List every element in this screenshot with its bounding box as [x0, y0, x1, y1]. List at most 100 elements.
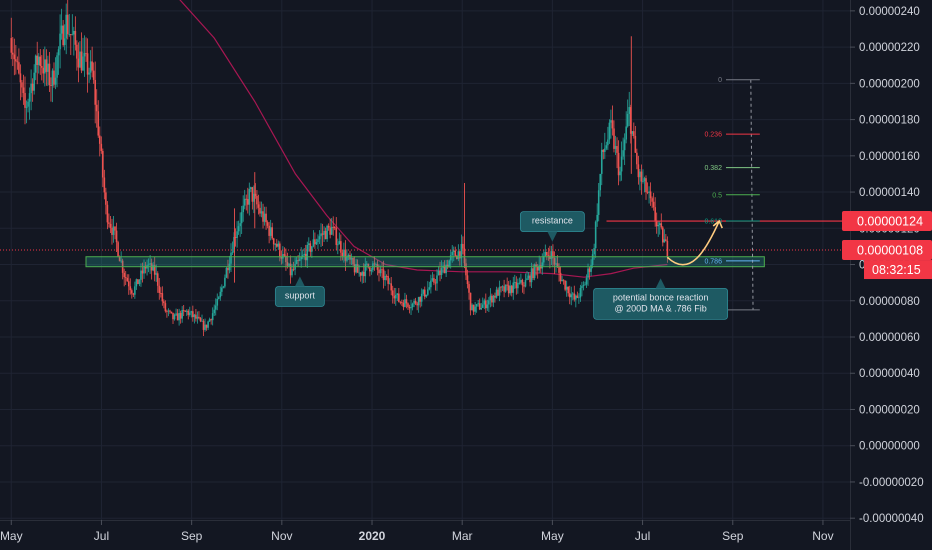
- time-axis[interactable]: May Jul Sep Nov 2020 Mar May Jul Sep Nov: [0, 520, 850, 550]
- countdown-badge: 08:32:15: [864, 260, 932, 280]
- candle-body: [53, 70, 55, 85]
- candle-body: [57, 49, 60, 56]
- candle-body: [254, 193, 257, 196]
- candle-body: [176, 313, 179, 321]
- candle-body: [401, 302, 403, 303]
- candle-body: [640, 171, 643, 182]
- candle-body: [457, 251, 460, 260]
- candle-body: [550, 251, 553, 259]
- candle-body: [564, 280, 566, 290]
- target-price-badge[interactable]: 0.00000124: [842, 211, 932, 232]
- candle-body: [642, 181, 644, 182]
- candle-body: [352, 257, 354, 265]
- candle-body: [86, 53, 89, 75]
- candle-body: [532, 268, 534, 279]
- callout-text: resistance: [532, 216, 573, 226]
- candle-body: [393, 295, 396, 299]
- candle-body: [460, 243, 463, 259]
- candle-body: [379, 269, 382, 274]
- candle-body: [83, 53, 86, 57]
- candle-body: [420, 293, 423, 302]
- candle-body: [329, 227, 331, 235]
- annotations[interactable]: support resistance potential bonce reactio…: [274, 211, 729, 320]
- candle-body: [59, 33, 61, 50]
- candle-body: [451, 251, 454, 256]
- callout-support[interactable]: support: [274, 276, 325, 307]
- candle-body: [336, 244, 339, 246]
- callout-potential[interactable]: potential bonce reaction@ 200D MA & .786…: [593, 278, 729, 320]
- candle-body: [31, 83, 34, 91]
- current-price-badge[interactable]: 0.00000108: [842, 240, 932, 261]
- current-price-badge-label: 0.00000108: [857, 244, 923, 258]
- candle-body: [306, 244, 309, 261]
- candle-body: [188, 312, 191, 315]
- candle-body: [36, 55, 39, 65]
- candle-body: [434, 282, 437, 284]
- candle-body: [109, 223, 112, 228]
- candle-body: [433, 278, 435, 283]
- candle-body: [115, 230, 118, 243]
- candle-body: [54, 77, 57, 85]
- candle-body: [300, 256, 302, 260]
- candle-body: [544, 251, 547, 257]
- candle-body: [179, 313, 182, 319]
- candle-body: [77, 58, 80, 68]
- candle-body: [309, 243, 312, 252]
- candle-body: [503, 286, 505, 292]
- callout-resistance[interactable]: resistance: [519, 211, 585, 242]
- candle-body: [542, 256, 545, 263]
- candle-body: [355, 264, 357, 273]
- candle-body: [660, 223, 663, 228]
- candle-body: [169, 310, 171, 312]
- candle-body: [164, 303, 167, 312]
- candle-body: [613, 128, 615, 149]
- candle-body: [497, 289, 499, 296]
- candle-body: [593, 248, 595, 255]
- callout-text: potential bonce reaction: [613, 292, 709, 302]
- candle-body: [288, 263, 290, 266]
- candle-body: [626, 113, 629, 127]
- candle-body: [85, 53, 87, 54]
- candle-body: [314, 239, 316, 245]
- candle-body: [591, 254, 594, 266]
- candle-body: [236, 231, 238, 239]
- candle-body: [619, 171, 621, 176]
- candle-body: [465, 263, 467, 276]
- candle-body: [69, 34, 72, 35]
- price-axis[interactable]: 0.00000240 0.00000220 0.00000200 0.00000180…: [842, 0, 932, 550]
- fib-level-label: 0.382: [704, 165, 722, 172]
- support-zone: [85, 256, 765, 268]
- candle-body: [454, 250, 457, 256]
- candle-body: [666, 240, 669, 257]
- candle-body: [340, 241, 342, 253]
- candle-body: [350, 257, 353, 260]
- candle-body: [91, 61, 93, 71]
- candle-body: [42, 67, 45, 74]
- candle-body: [224, 277, 226, 287]
- projection-arrowhead: [712, 219, 723, 229]
- candle-body: [446, 264, 449, 268]
- candle-body: [655, 220, 658, 227]
- candle-body: [214, 305, 217, 310]
- candle-body: [547, 255, 550, 257]
- candle-body: [74, 30, 77, 45]
- candle-body: [202, 320, 205, 330]
- candle-body: [387, 276, 389, 284]
- candle-body: [272, 238, 275, 245]
- candle-body: [129, 286, 132, 291]
- time-tick-label: Sep: [181, 529, 203, 543]
- candle-body: [308, 243, 310, 245]
- time-tick-label: May: [541, 529, 564, 543]
- price-tick-label: 0.00000040: [859, 368, 920, 380]
- candle-body: [430, 280, 432, 288]
- candle-body: [25, 106, 28, 108]
- candle-body: [411, 303, 414, 308]
- candle-body: [443, 265, 446, 274]
- candle-body: [327, 225, 330, 228]
- candle-body: [274, 244, 277, 245]
- candle-body: [182, 309, 185, 311]
- candle-body: [633, 131, 635, 136]
- candle-body: [330, 226, 333, 235]
